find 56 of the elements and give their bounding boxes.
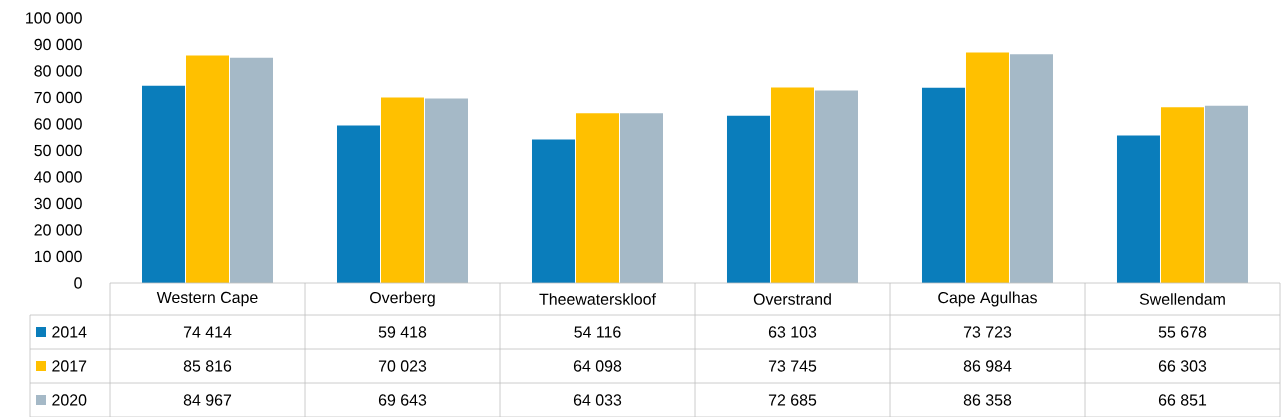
legend-label: 2017 [52, 360, 87, 372]
data-label: 55 678 [1158, 326, 1207, 338]
data-label: 72 685 [768, 394, 817, 406]
x-tick-label: Theewaterskloof [539, 293, 656, 305]
bar [142, 85, 185, 283]
legend-label: 2014 [52, 326, 87, 338]
data-label: 74 414 [183, 326, 232, 338]
x-tick-label: Cape Agulhas [938, 291, 1037, 307]
y-tick-label: 80 000 [34, 65, 82, 77]
bar [1116, 135, 1160, 283]
bar [726, 115, 770, 283]
y-tick-label: 90 000 [34, 38, 82, 51]
data-label: 70 023 [378, 360, 427, 372]
bar [1160, 107, 1204, 283]
data-label: 54 116 [574, 326, 621, 338]
bar [1204, 105, 1248, 283]
bar [770, 87, 814, 283]
x-tick-label: Swellendam [1139, 293, 1225, 305]
bar [1009, 54, 1053, 283]
bar [531, 139, 575, 283]
bar [814, 90, 858, 283]
data-label: 73 723 [963, 326, 1012, 338]
y-tick-label: 70 000 [34, 91, 82, 104]
data-label: 86 358 [963, 394, 1012, 406]
y-tick-label: 10 000 [34, 250, 82, 263]
data-label: 73 745 [768, 360, 817, 372]
bar [425, 98, 468, 283]
bar [575, 113, 619, 283]
data-label: 66 303 [1158, 360, 1207, 372]
legend-label: 2020 [52, 394, 87, 406]
data-label: 69 643 [378, 394, 427, 406]
y-tick-label: 100 000 [26, 12, 82, 24]
bar [619, 113, 663, 283]
data-label: 63 103 [768, 326, 817, 338]
bar [381, 97, 424, 283]
data-label: 86 984 [963, 360, 1012, 372]
y-tick-label: 20 000 [34, 224, 82, 236]
y-tick-label: 60 000 [34, 118, 82, 130]
data-label: 85 816 [183, 360, 232, 372]
data-label: 66 851 [1158, 394, 1207, 406]
bar [186, 55, 230, 283]
y-tick-label: 50 000 [34, 144, 82, 157]
y-tick-label: 30 000 [34, 197, 82, 210]
y-tick-label: 0 [74, 277, 82, 289]
data-label: 64 098 [573, 360, 622, 372]
data-label: 59 418 [378, 326, 427, 338]
bar [337, 125, 380, 283]
bar [921, 87, 965, 283]
y-tick-label: 40 000 [34, 171, 82, 183]
x-tick-label: Overstrand [753, 293, 831, 305]
bar [965, 52, 1009, 283]
bar [230, 57, 274, 283]
data-label: 84 967 [183, 394, 232, 406]
x-tick-label: Overberg [370, 291, 435, 307]
x-tick-label: Western Cape [156, 291, 258, 307]
data-label: 64 033 [573, 394, 622, 406]
